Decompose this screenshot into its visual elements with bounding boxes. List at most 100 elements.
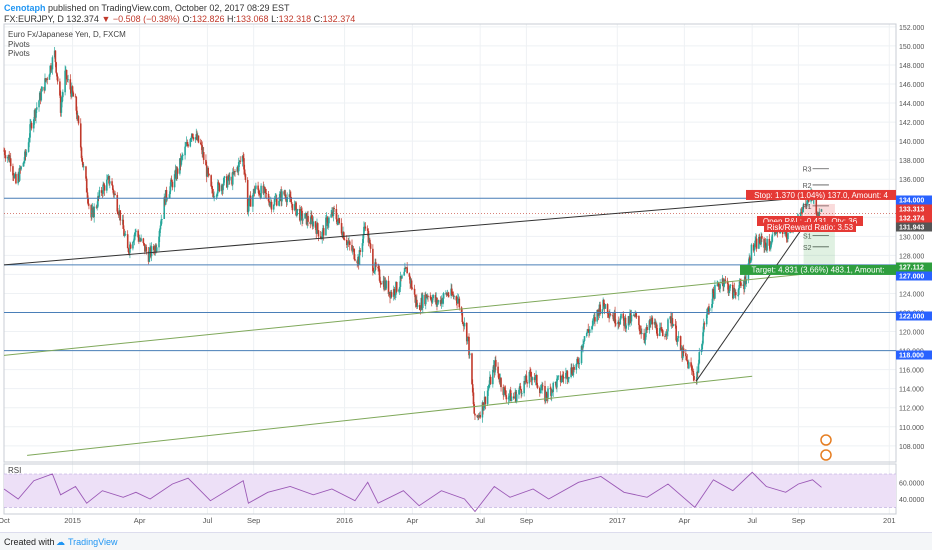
candle-body xyxy=(403,271,405,276)
candle-body xyxy=(327,223,329,226)
y-tick-label: 128.000 xyxy=(899,253,924,260)
candle-body xyxy=(698,352,701,364)
candle-body xyxy=(291,203,294,211)
candle xyxy=(419,302,421,310)
pivot-label: R2 xyxy=(803,183,812,190)
candle xyxy=(307,210,309,227)
candle-body xyxy=(565,372,567,379)
open-pnl-box: Open P&L: -0.431, Qty: 36 xyxy=(757,216,863,226)
candle-body xyxy=(8,154,11,162)
candle-body xyxy=(671,318,674,327)
candle-body xyxy=(592,319,595,321)
candle-body xyxy=(442,298,444,304)
indicator-pivots-1[interactable]: Pivots xyxy=(8,40,30,49)
candle-body xyxy=(97,196,99,207)
candle-body xyxy=(20,166,22,170)
candle xyxy=(158,228,161,243)
indicator-pivots-2[interactable]: Pivots xyxy=(8,49,30,58)
candle-body xyxy=(770,244,772,249)
candle-body xyxy=(717,283,720,287)
candle xyxy=(184,141,186,160)
candle xyxy=(521,391,523,397)
candle-body xyxy=(734,292,737,296)
candle-series xyxy=(3,46,823,423)
x-tick-label: 2016 xyxy=(336,516,353,525)
candle-body xyxy=(728,291,730,294)
candle-body xyxy=(124,234,127,236)
candle-body xyxy=(314,221,317,228)
candle-body xyxy=(430,296,432,301)
candle-body xyxy=(692,370,695,376)
candle-body xyxy=(135,230,137,233)
candle-body xyxy=(247,206,250,213)
candle-body xyxy=(712,289,715,294)
candle-body xyxy=(436,297,438,305)
candle-body xyxy=(64,70,66,93)
candle-body xyxy=(112,189,115,195)
candle xyxy=(326,215,329,229)
candle-body xyxy=(727,284,730,294)
candle xyxy=(566,370,569,385)
price-tag-label: 127.112 xyxy=(899,265,924,272)
author-link[interactable]: Cenotaph xyxy=(4,3,46,13)
price-chart[interactable]: R3 R2 R1 S1 S2 Stop: 1.370 (1.04%) 137.0, Amo… xyxy=(0,0,932,525)
price-tag-bg xyxy=(896,204,932,214)
candle-body xyxy=(818,211,821,220)
candle-body xyxy=(641,333,643,334)
tradingview-cloud-icon: ☁ xyxy=(56,537,65,547)
ohlc-line: FX:EURJPY, D 132.374 ▼ −0.508 (−0.38%) O… xyxy=(4,14,355,24)
candle-body xyxy=(739,281,742,283)
rsi-title: RSI xyxy=(8,466,21,475)
candle-body xyxy=(40,91,43,101)
candle-body xyxy=(492,369,494,385)
candle xyxy=(116,192,119,215)
candle-body xyxy=(270,201,273,210)
candle-body xyxy=(127,248,130,253)
candle-body xyxy=(44,78,46,91)
candle xyxy=(155,244,158,253)
candle xyxy=(561,374,563,383)
candle-body xyxy=(604,304,607,309)
candle xyxy=(260,183,262,199)
candle xyxy=(55,61,57,74)
candle xyxy=(103,183,106,196)
candle-body xyxy=(328,217,330,224)
candle-body xyxy=(35,109,37,118)
price-change: −0.508 (−0.38%) xyxy=(112,14,180,24)
candle xyxy=(332,206,335,222)
candle-body xyxy=(71,86,74,93)
candle xyxy=(239,156,242,165)
candle xyxy=(321,230,323,244)
candle-body xyxy=(86,192,89,199)
candle-body xyxy=(65,69,68,80)
candle-body xyxy=(72,92,75,97)
candle-body xyxy=(431,298,434,303)
candle xyxy=(22,162,25,167)
candle-body xyxy=(166,198,168,200)
candle xyxy=(609,308,611,319)
candle xyxy=(223,175,226,183)
x-tick-label: Jul xyxy=(747,516,757,525)
candle xyxy=(290,191,292,203)
candle xyxy=(643,328,645,344)
candle xyxy=(138,233,140,244)
candle-body xyxy=(234,171,236,172)
candle-body xyxy=(749,257,751,263)
candle xyxy=(690,357,692,368)
candle-body xyxy=(267,193,270,202)
candle xyxy=(760,232,762,248)
candle xyxy=(427,294,429,302)
tradingview-brand[interactable]: TradingView xyxy=(68,537,118,547)
candle-body xyxy=(278,200,280,206)
candle-body xyxy=(536,385,539,388)
candle xyxy=(205,154,207,166)
candle xyxy=(359,248,362,256)
candle-body xyxy=(248,198,250,207)
candle-body xyxy=(691,366,693,371)
candle-body xyxy=(51,57,54,70)
candle-body xyxy=(150,246,153,257)
x-tick-label: Apr xyxy=(407,516,419,525)
candle-body xyxy=(452,294,455,297)
candle-body xyxy=(750,244,753,261)
